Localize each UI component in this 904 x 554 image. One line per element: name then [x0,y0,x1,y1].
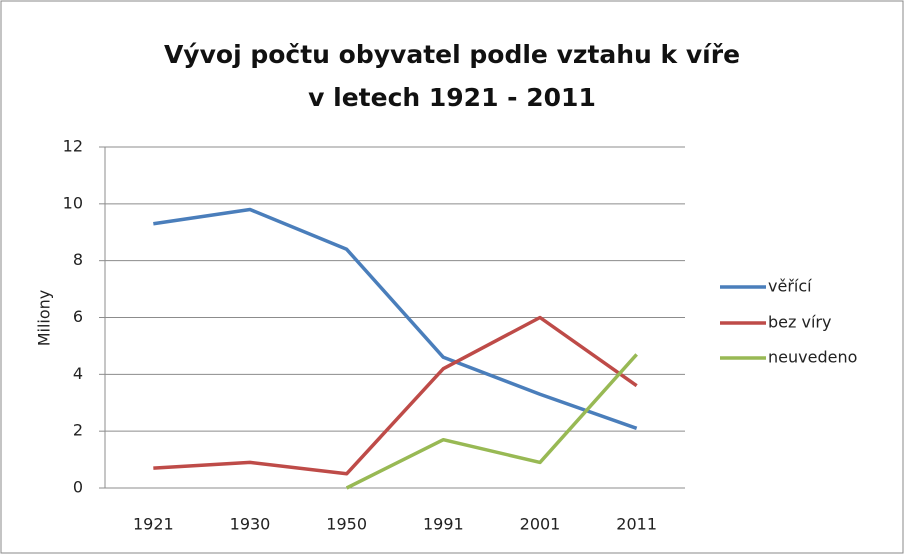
y-tick-label: 12 [63,137,83,156]
y-axis-label: Miliony [35,290,54,347]
chart-title: v letech 1921 - 2011 [308,83,596,112]
y-tick-label: 4 [73,364,83,383]
legend-label: bez víry [768,313,831,332]
x-tick-label: 1950 [326,515,367,534]
x-tick-label: 1930 [230,515,271,534]
y-tick-label: 8 [73,250,83,269]
series-line [153,207,638,430]
series-line [345,353,638,490]
y-tick-label: 6 [73,307,83,326]
y-tick-label: 0 [73,478,83,497]
y-tick-label: 2 [73,421,83,440]
y-tick-label: 10 [63,193,83,212]
chart-title: Vývoj počtu obyvatel podle vztahu k víře [164,40,740,69]
x-tick-label: 1991 [423,515,464,534]
x-tick-label: 2001 [520,515,561,534]
legend-label: neuvedeno [768,348,857,367]
x-tick-label: 1921 [133,515,174,534]
x-tick-label: 2011 [616,515,657,534]
series-line [153,315,638,476]
legend-label: věřící [768,277,812,296]
